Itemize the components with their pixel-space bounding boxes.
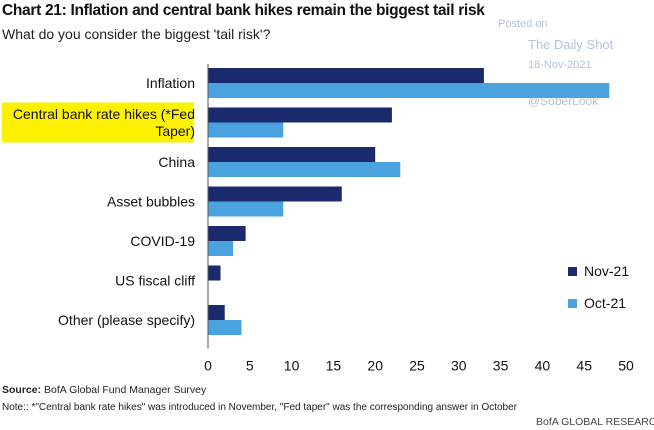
bar-oct-21-1 [208, 122, 284, 138]
chart-title: Chart 21: Inflation and central bank hik… [2, 2, 485, 19]
bar-oct-21-6 [208, 320, 242, 335]
category-label: Central bank rate hikes (*Fed [13, 106, 195, 122]
category-label: Other (please specify) [58, 312, 195, 328]
brand-label: BofA GLOBAL RESEARCH [536, 416, 654, 428]
bar-oct-21-4 [208, 241, 234, 256]
category-label: COVID-19 [130, 233, 195, 249]
x-tick-label: 30 [451, 358, 467, 374]
watermark-publisher: The Daily Shot [528, 37, 614, 52]
bar-chart: Inflation Central bank rate hikes (*FedTa… [2, 64, 634, 374]
category-label: Inflation [146, 75, 195, 91]
x-tick-label: 35 [493, 358, 509, 374]
category-label: China [158, 154, 195, 170]
x-tick-label: 15 [326, 358, 342, 374]
x-tick-label: 20 [367, 358, 383, 374]
footnote: Note:: *"Central bank rate hikes" was in… [2, 402, 518, 413]
category-highlight [2, 102, 194, 143]
x-tick-label: 10 [284, 358, 300, 374]
category-label: Asset bubbles [107, 194, 195, 210]
bar-nov-21-0 [208, 68, 484, 83]
bar-oct-21-2 [208, 162, 401, 177]
x-tick-label: 40 [535, 358, 551, 374]
chart-subtitle: What do you consider the biggest 'tail r… [2, 26, 271, 42]
x-tick-label: 45 [576, 358, 592, 374]
legend-swatch-oct-21 [568, 299, 577, 308]
category-label: Taper) [155, 123, 195, 139]
legend-label: Oct-21 [584, 295, 626, 311]
x-tick-label: 50 [618, 358, 634, 374]
source-label: Source: [2, 384, 42, 396]
watermark-date: 18-Nov-2021 [528, 59, 592, 71]
x-tick-label: 5 [246, 358, 254, 374]
bar-oct-21-3 [208, 201, 284, 217]
legend-swatch-nov-21 [568, 267, 577, 276]
bar-nov-21-6 [208, 305, 225, 320]
x-tick-label: 0 [204, 358, 212, 374]
bar-nov-21-2 [208, 147, 376, 162]
bar-oct-21-0 [208, 83, 610, 98]
legend-label: Nov-21 [584, 263, 629, 279]
watermark-posted: Posted on [498, 18, 548, 30]
source-line: Source: BofA Global Fund Manager Survey [2, 384, 206, 396]
category-label: US fiscal cliff [115, 273, 195, 289]
bar-nov-21-1 [208, 107, 392, 123]
x-tick-label: 25 [409, 358, 425, 374]
source-text: BofA Global Fund Manager Survey [44, 384, 207, 396]
bar-nov-21-4 [208, 226, 246, 241]
bar-nov-21-3 [208, 186, 342, 202]
bar-nov-21-5 [208, 265, 221, 281]
